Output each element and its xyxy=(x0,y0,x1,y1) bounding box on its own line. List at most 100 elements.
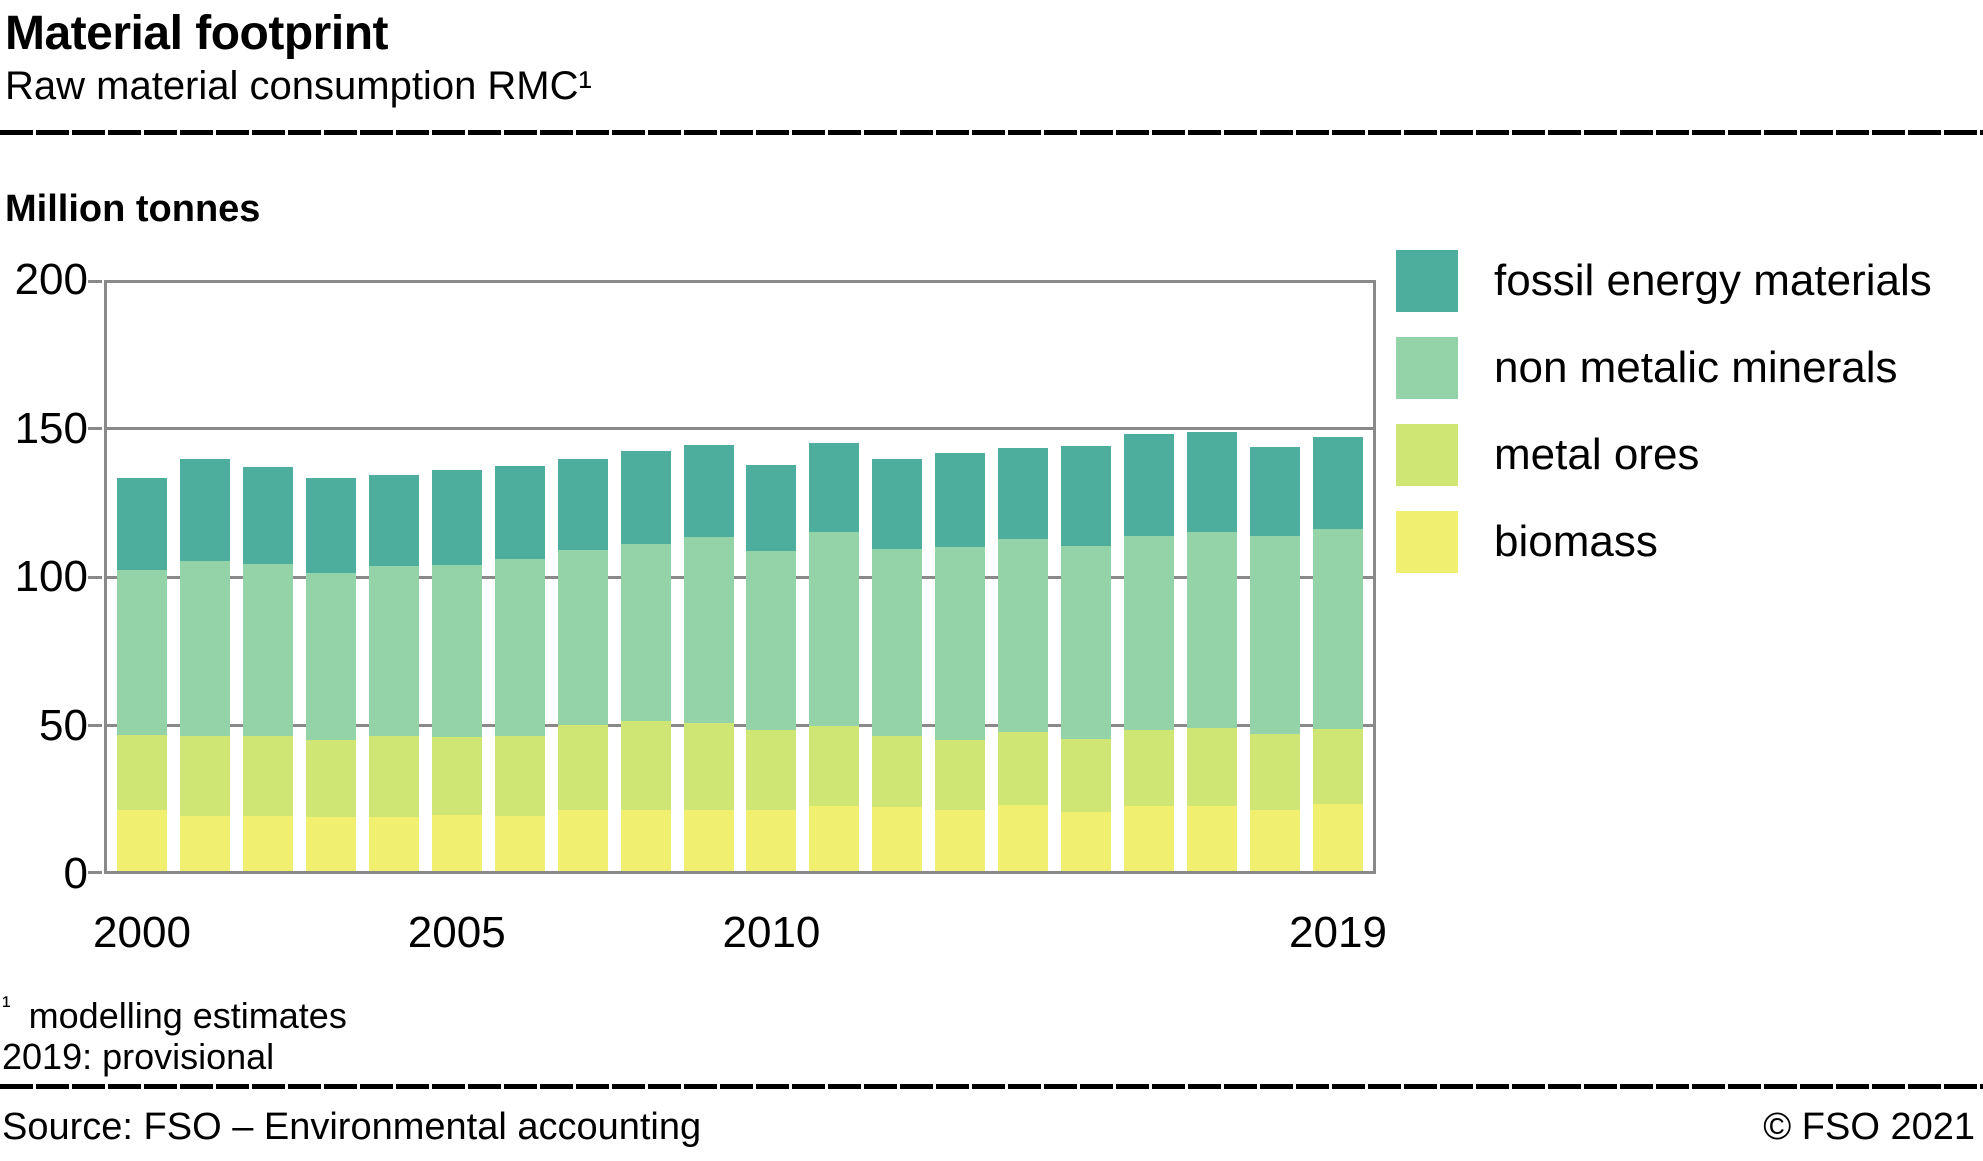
legend-label-non-metalic-minerals: non metalic minerals xyxy=(1494,343,1898,392)
segment-2019-biomass xyxy=(1313,804,1363,874)
legend-label-fossil-energy-materials: fossil energy materials xyxy=(1494,256,1932,305)
legend-swatch-non-metalic-minerals xyxy=(1396,337,1458,399)
page-subtitle: Raw material consumption RMC¹ xyxy=(5,64,592,108)
bar-2012 xyxy=(872,459,923,874)
segment-2005-biomass xyxy=(431,815,482,874)
bar-2017 xyxy=(1187,431,1238,874)
y-tick-label-100: 100 xyxy=(14,552,88,601)
y-tick-label-50: 50 xyxy=(39,700,88,750)
x-tick-label-2010: 2010 xyxy=(722,908,821,957)
segment-2012-biomass xyxy=(872,807,923,874)
bar-2007 xyxy=(557,458,608,874)
gridline-100 xyxy=(104,575,1376,579)
y-tick-label-150: 150 xyxy=(14,403,88,453)
y-tick-label-200: 200 xyxy=(14,255,88,304)
segment-2008-non-metalic-minerals xyxy=(620,544,671,722)
y-axis-unit-label: Million tonnes xyxy=(5,188,261,230)
footnote-text: modelling estimates xyxy=(28,995,347,1036)
segment-2019-metal-ores xyxy=(1313,729,1363,805)
segment-2000-fossil-energy-materials xyxy=(117,477,167,570)
segment-2000-non-metalic-minerals xyxy=(117,569,167,735)
segment-2019-fossil-energy-materials xyxy=(1313,436,1363,530)
segment-2016-fossil-energy-materials xyxy=(1124,434,1175,537)
segment-2010-non-metalic-minerals xyxy=(746,551,797,730)
legend-swatch-metal-ores xyxy=(1396,424,1458,486)
segment-2018-biomass xyxy=(1250,810,1301,874)
segment-2017-metal-ores xyxy=(1187,728,1238,807)
segment-2002-metal-ores xyxy=(242,735,293,816)
bar-2004 xyxy=(368,474,419,874)
footnote-provisional: 2019: provisional xyxy=(2,1036,275,1077)
segment-2016-biomass xyxy=(1124,806,1175,874)
segment-2005-metal-ores xyxy=(431,737,482,816)
segment-2015-fossil-energy-materials xyxy=(1061,445,1112,547)
y-tick-50 xyxy=(88,724,102,727)
segment-2000-biomass xyxy=(117,809,167,874)
segment-2017-fossil-energy-materials xyxy=(1187,431,1238,533)
segment-2016-non-metalic-minerals xyxy=(1124,536,1175,731)
segment-2008-fossil-energy-materials xyxy=(620,450,671,545)
segment-2001-non-metalic-minerals xyxy=(179,560,230,736)
segment-2003-metal-ores xyxy=(305,739,356,818)
legend-item-biomass: biomass xyxy=(1396,511,1932,573)
segment-2018-fossil-energy-materials xyxy=(1250,447,1301,537)
x-tick-label-2005: 2005 xyxy=(407,908,506,957)
legend-item-fossil-energy-materials: fossil energy materials xyxy=(1396,250,1932,312)
y-tick-100 xyxy=(88,575,102,579)
gridline-150 xyxy=(104,427,1376,430)
segment-2011-fossil-energy-materials xyxy=(809,443,860,532)
bar-2001 xyxy=(179,459,230,874)
segment-2005-fossil-energy-materials xyxy=(431,469,482,566)
segment-2015-metal-ores xyxy=(1061,739,1112,813)
segment-2012-non-metalic-minerals xyxy=(872,548,923,736)
source-text: Source: FSO – Environmental accounting xyxy=(2,1106,702,1148)
segment-2013-fossil-energy-materials xyxy=(935,453,986,547)
segment-2018-non-metalic-minerals xyxy=(1250,536,1301,735)
segment-2004-non-metalic-minerals xyxy=(368,566,419,736)
segment-2007-non-metalic-minerals xyxy=(557,550,608,726)
legend-swatch-fossil-energy-materials xyxy=(1396,250,1458,312)
y-tick-label-0: 0 xyxy=(63,849,88,898)
y-tick-0 xyxy=(88,871,102,874)
segment-2004-metal-ores xyxy=(368,735,419,818)
segment-2002-biomass xyxy=(242,815,293,874)
segment-2011-biomass xyxy=(809,805,860,874)
segment-2014-biomass xyxy=(998,804,1049,874)
bar-2000 xyxy=(117,477,167,874)
bar-2009 xyxy=(683,444,734,874)
segment-2002-non-metalic-minerals xyxy=(242,563,293,736)
legend-item-metal-ores: metal ores xyxy=(1396,424,1932,486)
bar-2016 xyxy=(1124,434,1175,874)
segment-2012-fossil-energy-materials xyxy=(872,459,923,549)
segment-2011-non-metalic-minerals xyxy=(809,531,860,727)
segment-2007-biomass xyxy=(557,809,608,874)
footnote-modelling-estimates: ¹ modelling estimates xyxy=(2,990,347,1037)
segment-2006-fossil-energy-materials xyxy=(494,465,545,559)
segment-2006-metal-ores xyxy=(494,735,545,817)
bar-2013 xyxy=(935,453,986,874)
bar-2003 xyxy=(305,478,356,874)
bar-2008 xyxy=(620,450,671,874)
bar-2019 xyxy=(1313,436,1363,874)
legend: fossil energy materials non metalic miner… xyxy=(1396,250,1932,598)
segment-2019-non-metalic-minerals xyxy=(1313,529,1363,730)
footnote-marker: ¹ xyxy=(2,990,11,1020)
segment-2007-metal-ores xyxy=(557,725,608,810)
segment-2017-biomass xyxy=(1187,806,1238,874)
segment-2001-fossil-energy-materials xyxy=(179,459,230,561)
segment-2010-biomass xyxy=(746,810,797,874)
segment-2006-non-metalic-minerals xyxy=(494,558,545,736)
segment-2012-metal-ores xyxy=(872,735,923,808)
bar-2018 xyxy=(1250,447,1301,874)
segment-2001-biomass xyxy=(179,816,230,874)
segment-2017-non-metalic-minerals xyxy=(1187,532,1238,729)
segment-2013-biomass xyxy=(935,810,986,874)
segment-2016-metal-ores xyxy=(1124,730,1175,807)
segment-2013-non-metalic-minerals xyxy=(935,546,986,740)
segment-2010-fossil-energy-materials xyxy=(746,464,797,552)
y-axis-tick-labels: 0 50 100 150 200 xyxy=(0,257,88,897)
y-tick-200 xyxy=(88,280,102,283)
segment-2003-biomass xyxy=(305,817,356,874)
segment-2007-fossil-energy-materials xyxy=(557,458,608,550)
segment-2006-biomass xyxy=(494,816,545,874)
